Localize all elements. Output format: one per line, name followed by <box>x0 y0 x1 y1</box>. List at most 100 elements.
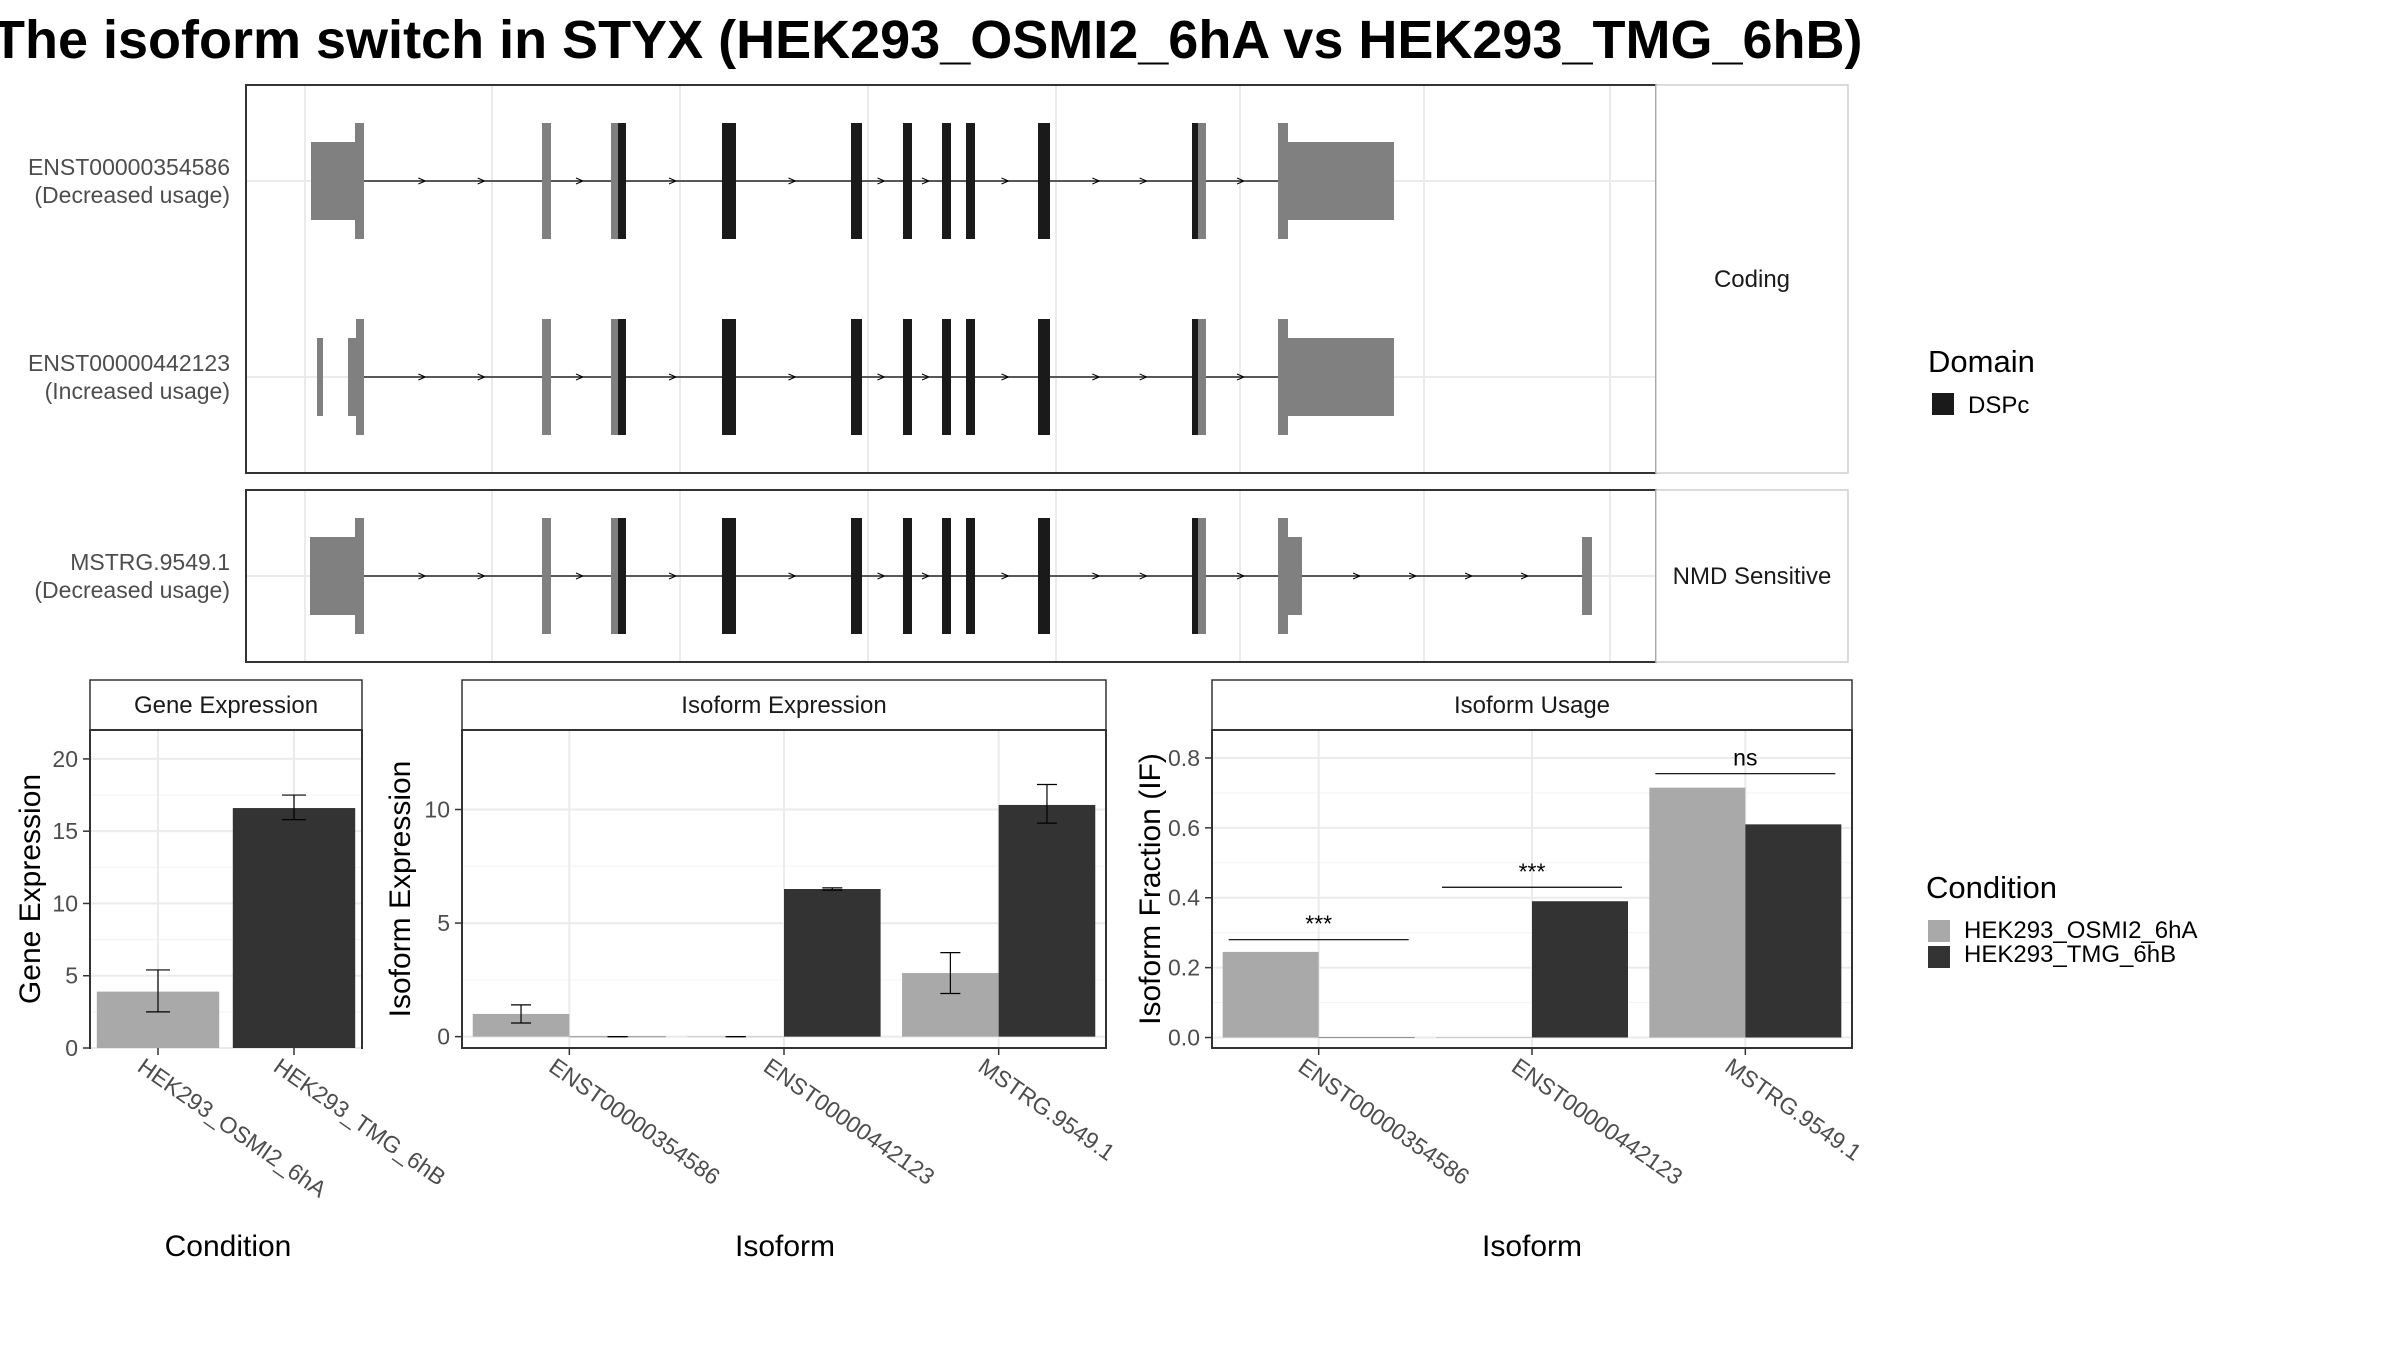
legend-swatch <box>1932 393 1954 415</box>
intron-arrow <box>477 177 486 185</box>
domain-exon <box>942 319 951 435</box>
y-tick-label: 0.4 <box>1168 885 1200 911</box>
significance-label: *** <box>1305 911 1332 937</box>
intron-arrow <box>418 177 427 185</box>
x-tick-label: ENST00000442123 <box>1507 1053 1687 1190</box>
bar <box>1649 787 1746 1038</box>
legend-label: HEK293_OSMI2_6hA <box>1964 917 2197 944</box>
intron-arrow <box>1001 373 1010 381</box>
domain-exon <box>1038 319 1050 435</box>
domain-exon <box>942 123 951 239</box>
exon <box>1278 319 1288 435</box>
transcript-id: ENST00000442123 <box>28 350 230 376</box>
domain-exon <box>966 319 975 435</box>
legend-swatch <box>1928 920 1950 942</box>
intron-arrow <box>418 572 427 580</box>
domain-exon <box>1038 518 1050 634</box>
domain-exon <box>966 518 975 634</box>
y-tick-label: 15 <box>52 818 78 844</box>
chart-strip-label: Gene Expression <box>134 692 318 719</box>
significance-label: *** <box>1519 858 1546 884</box>
exon <box>1288 142 1394 220</box>
bar <box>1436 1037 1532 1039</box>
exon <box>1278 518 1288 634</box>
domain-exon <box>966 123 975 239</box>
intron-arrow <box>1092 177 1101 185</box>
x-tick-label: MSTRG.9549.1 <box>974 1053 1120 1166</box>
y-tick-label: 10 <box>424 797 450 823</box>
intron-arrow <box>921 373 931 381</box>
domain-exon <box>1192 319 1198 435</box>
intron-arrow <box>877 572 886 580</box>
exon <box>542 123 551 239</box>
intron-arrow <box>668 373 678 381</box>
domain-exon <box>722 319 736 435</box>
bar <box>472 1013 570 1037</box>
exon <box>1278 123 1288 239</box>
transcript-id: MSTRG.9549.1 <box>70 549 230 575</box>
y-tick-label: 20 <box>52 746 78 772</box>
intron-arrow <box>1001 572 1010 580</box>
legend-label: DSPc <box>1968 392 2029 419</box>
legend-swatch <box>1928 946 1950 968</box>
exon <box>1582 537 1592 615</box>
chart-strip-label: Isoform Expression <box>681 692 886 719</box>
exon <box>542 518 551 634</box>
domain-exon <box>618 123 626 239</box>
intron-arrow <box>668 572 678 580</box>
exon <box>611 319 618 435</box>
intron-arrow <box>788 572 797 580</box>
domain-exon <box>1192 518 1198 634</box>
error-bar <box>511 1004 532 1024</box>
intron-arrow <box>575 572 585 580</box>
exon <box>1288 338 1394 416</box>
chart-strip-label: Isoform Usage <box>1454 692 1610 719</box>
y-tick-label: 0.0 <box>1168 1025 1200 1051</box>
domain-exon <box>903 319 912 435</box>
y-axis-title: Gene Expression <box>14 774 47 1004</box>
chart-2: Isoform Expression 0 5 10 ENST00000354586 ENS… <box>384 679 1120 1263</box>
x-tick-label: MSTRG.9549.1 <box>1720 1053 1866 1166</box>
bar <box>1222 951 1319 1038</box>
intron-arrow <box>1001 177 1010 185</box>
transcript-usage: (Increased usage) <box>45 378 230 404</box>
intron-arrow <box>477 373 486 381</box>
domain-exon <box>722 123 736 239</box>
domain-exon <box>1038 123 1050 239</box>
y-tick-label: 10 <box>52 890 78 916</box>
legend-domain: Domain DSPc <box>1928 344 2035 419</box>
domain-exon <box>851 319 862 435</box>
transcript-usage: (Decreased usage) <box>34 182 230 208</box>
chart-strip <box>89 679 363 731</box>
exon <box>356 319 364 435</box>
chart-3: Isoform Usage 0.0 0.2 0.4 0.6 0.8 ENST00000354… <box>1134 679 1866 1263</box>
expression-charts: Gene Expression05101520HEK293_OSMI2_6hAH… <box>14 679 1866 1263</box>
y-tick-label: 0.2 <box>1168 955 1200 981</box>
error-bar <box>822 887 843 891</box>
y-axis-title: Isoform Expression <box>384 761 417 1018</box>
x-tick-label: ENST00000354586 <box>1294 1053 1474 1190</box>
domain-exon <box>618 319 626 435</box>
intron-arrow <box>1464 572 1474 580</box>
transcript-track: ENST00000442123(Increased usage) <box>28 319 1394 435</box>
error-bar <box>282 794 306 821</box>
domain-exon <box>903 518 912 634</box>
bar <box>998 804 1096 1037</box>
transcript-track: ENST00000354586(Decreased usage) <box>28 123 1394 239</box>
legends: Domain DSPc Condition HEK293_OSMI2_6hAHEK29… <box>1926 344 2197 968</box>
exon <box>542 319 551 435</box>
exon <box>1198 518 1206 634</box>
bar <box>232 808 356 1048</box>
intron-arrow <box>877 177 886 185</box>
y-axis-title: Isoform Fraction (IF) <box>1134 753 1167 1025</box>
chart-strip <box>1211 679 1853 731</box>
transcript-track: MSTRG.9549.1(Decreased usage) <box>34 518 1592 634</box>
intron-arrow <box>1236 177 1246 185</box>
domain-exon <box>942 518 951 634</box>
exon <box>1198 123 1206 239</box>
y-tick-label: 0 <box>65 1035 78 1061</box>
intron-arrow <box>418 373 427 381</box>
intron-arrow <box>477 572 486 580</box>
